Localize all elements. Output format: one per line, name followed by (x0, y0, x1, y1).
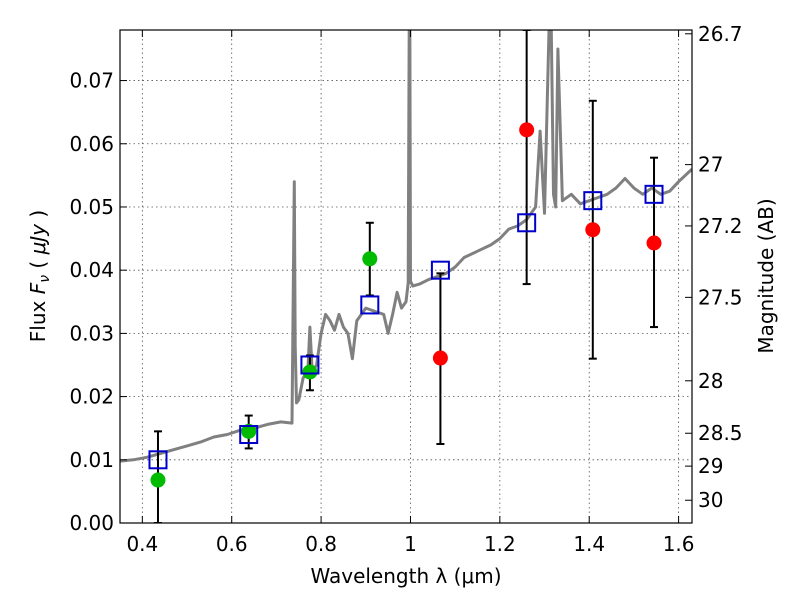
y2-axis-label: Magnitude (AB) (754, 198, 778, 353)
red-data-point (519, 122, 535, 138)
x-tick-label: 1.2 (484, 532, 516, 556)
series-layer (120, 30, 692, 523)
y-tick-label: 0.02 (69, 385, 114, 409)
y2-tick-label: 28 (698, 369, 723, 393)
plot-area (120, 30, 692, 523)
red-data-point (646, 235, 662, 251)
ticks (120, 30, 692, 524)
y-tick-label: 0.00 (69, 511, 114, 535)
green-data-point (362, 251, 378, 267)
x-axis-label: Wavelength λ (μm) (310, 564, 501, 588)
y-axis-label-sub: ν (37, 275, 53, 283)
green-data-point (302, 364, 318, 380)
y-axis-label-unit: μJy (26, 223, 50, 256)
y2-tick-label: 28.5 (698, 421, 743, 445)
model-square-marker (644, 184, 664, 204)
x-tick-label: 1.4 (573, 532, 605, 556)
model-square-marker (583, 191, 603, 211)
x-tick-label: 0.4 (126, 532, 158, 556)
y-tick-label: 0.03 (69, 321, 114, 345)
tick-labels: 0.4 0.6 0.8 1 1.2 1.4 1.6 0.00 0.01 0.02 0.03 0.04 0… (69, 22, 742, 556)
model-square-marker (430, 260, 450, 280)
y-axis-label-post: ) (26, 210, 50, 224)
y-axis-label: Flux Fν ( μJy ) (26, 210, 53, 342)
y-tick-label: 0.04 (69, 258, 114, 282)
red-data-point (432, 350, 448, 366)
y2-tick-label: 30 (698, 488, 723, 512)
y-axis-label-mid: ( (26, 254, 50, 275)
model-square-marker (360, 295, 380, 315)
y-tick-label: 0.01 (69, 448, 114, 472)
y2-tick-label: 29 (698, 454, 723, 478)
y-tick-label: 0.07 (69, 69, 114, 93)
model-square-marker (148, 450, 168, 470)
y2-tick-label: 26.7 (698, 22, 743, 46)
model-square-marker (517, 213, 537, 233)
red-data-point (585, 222, 601, 238)
x-tick-label: 0.8 (305, 532, 337, 556)
green-data-point (241, 423, 257, 439)
x-tick-label: 0.6 (216, 532, 248, 556)
model-square-marker (239, 425, 259, 445)
y-tick-label: 0.06 (69, 132, 114, 156)
spectrum-line (120, 30, 692, 463)
y2-tick-label: 27 (698, 153, 723, 177)
model-square-marker (300, 355, 320, 375)
x-tick-label: 1.6 (663, 532, 695, 556)
y2-tick-label: 27.5 (698, 285, 743, 309)
green-data-point (150, 472, 166, 488)
y-axis-label-pre: Flux (26, 294, 50, 342)
y-axis-label-var: F (26, 282, 50, 294)
y2-tick-label: 27.2 (698, 214, 743, 238)
x-tick-label: 1 (404, 532, 417, 556)
y-tick-label: 0.05 (69, 195, 114, 219)
plot-frame (119, 29, 693, 524)
